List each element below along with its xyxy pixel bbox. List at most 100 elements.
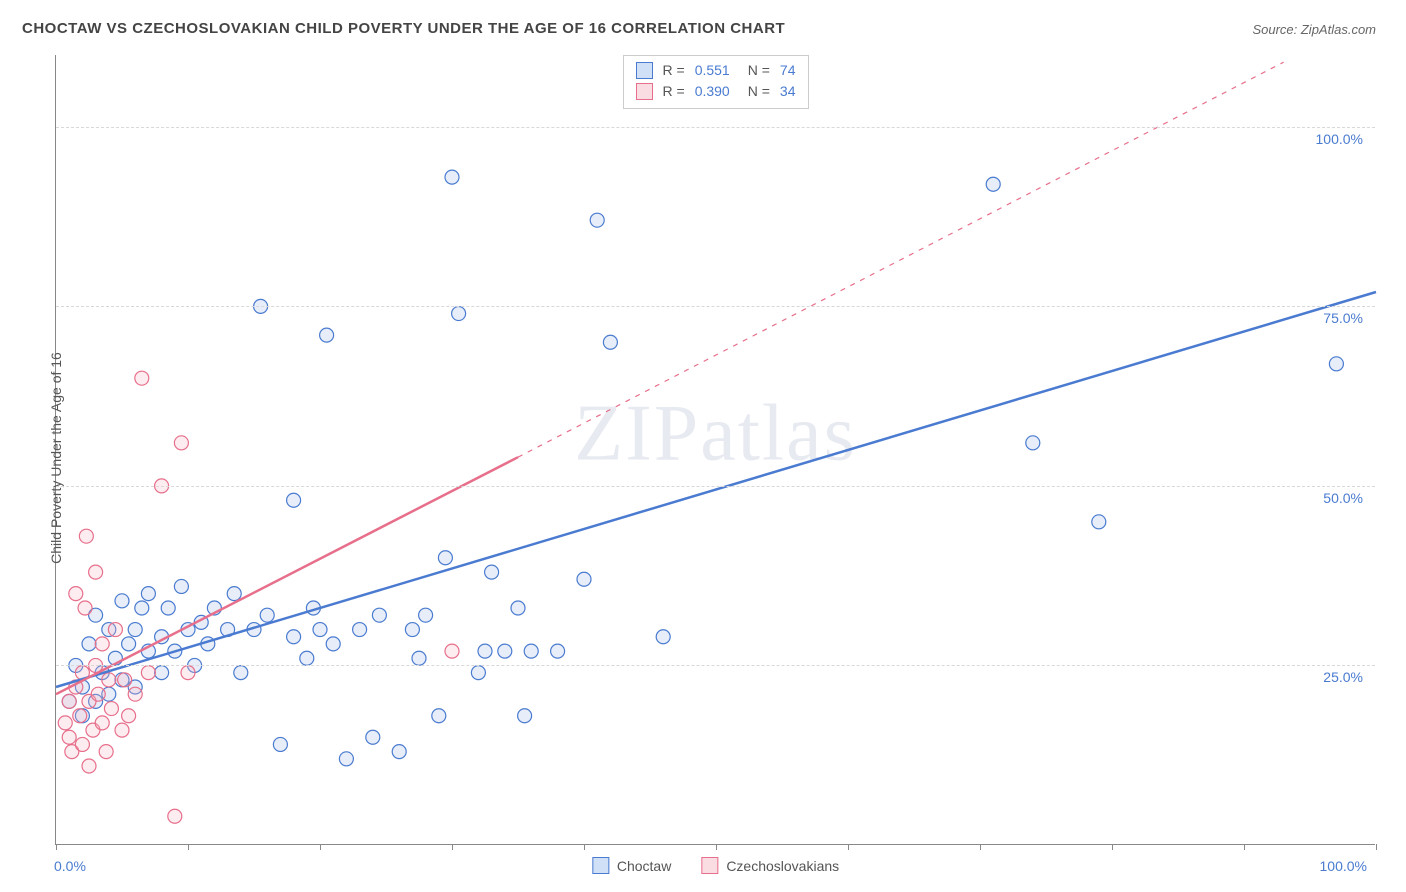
scatter-point xyxy=(122,709,136,723)
scatter-point xyxy=(128,687,142,701)
scatter-point xyxy=(412,651,426,665)
scatter-point xyxy=(392,745,406,759)
x-tick-label-min: 0.0% xyxy=(54,858,86,874)
legend-label: Czechoslovakians xyxy=(726,858,839,874)
scatter-point xyxy=(58,716,72,730)
scatter-point xyxy=(227,587,241,601)
n-value: 74 xyxy=(780,60,796,81)
plot-svg xyxy=(56,55,1375,844)
scatter-point xyxy=(577,572,591,586)
scatter-point xyxy=(115,723,129,737)
scatter-point xyxy=(168,809,182,823)
scatter-point xyxy=(452,307,466,321)
y-tick-label: 100.0% xyxy=(1316,131,1363,147)
grid-line xyxy=(56,306,1375,307)
scatter-point xyxy=(118,673,132,687)
scatter-point xyxy=(161,601,175,615)
scatter-point xyxy=(590,213,604,227)
scatter-point xyxy=(1026,436,1040,450)
x-tick xyxy=(1112,844,1113,850)
scatter-point xyxy=(174,579,188,593)
scatter-point xyxy=(273,737,287,751)
scatter-point xyxy=(300,651,314,665)
legend-item: Czechoslovakians xyxy=(701,857,839,874)
legend-swatch xyxy=(592,857,609,874)
chart-title: CHOCTAW VS CZECHOSLOVAKIAN CHILD POVERTY… xyxy=(22,20,785,37)
x-tick xyxy=(188,844,189,850)
scatter-point xyxy=(339,752,353,766)
x-tick xyxy=(848,844,849,850)
scatter-point xyxy=(115,594,129,608)
x-tick-label-max: 100.0% xyxy=(1320,858,1367,874)
scatter-point xyxy=(405,623,419,637)
scatter-point xyxy=(445,644,459,658)
scatter-point xyxy=(551,644,565,658)
scatter-point xyxy=(91,687,105,701)
y-tick-label: 50.0% xyxy=(1323,490,1363,506)
scatter-point xyxy=(69,587,83,601)
scatter-point xyxy=(320,328,334,342)
scatter-point xyxy=(445,170,459,184)
scatter-point xyxy=(518,709,532,723)
grid-line xyxy=(56,127,1375,128)
stats-row: R = 0.551 N = 74 xyxy=(636,60,796,81)
scatter-point xyxy=(498,644,512,658)
scatter-point xyxy=(99,745,113,759)
scatter-point xyxy=(95,716,109,730)
scatter-point xyxy=(128,623,142,637)
x-tick xyxy=(320,844,321,850)
trend-line-czech-dashed xyxy=(518,62,1284,457)
scatter-point xyxy=(603,335,617,349)
scatter-point xyxy=(478,644,492,658)
scatter-point xyxy=(104,702,118,716)
scatter-point xyxy=(62,730,76,744)
source-attribution: Source: ZipAtlas.com xyxy=(1252,22,1376,37)
scatter-point xyxy=(155,666,169,680)
x-tick xyxy=(452,844,453,850)
grid-line xyxy=(56,486,1375,487)
legend-item: Choctaw xyxy=(592,857,671,874)
scatter-point xyxy=(141,587,155,601)
scatter-point xyxy=(366,730,380,744)
r-label: R = xyxy=(663,60,685,81)
x-tick xyxy=(584,844,585,850)
legend-swatch xyxy=(701,857,718,874)
r-label: R = xyxy=(663,81,685,102)
n-label: N = xyxy=(748,81,770,102)
scatter-point xyxy=(656,630,670,644)
r-value: 0.390 xyxy=(695,81,730,102)
x-tick xyxy=(1376,844,1377,850)
scatter-point xyxy=(432,709,446,723)
scatter-point xyxy=(313,623,327,637)
scatter-point xyxy=(174,436,188,450)
scatter-point xyxy=(135,371,149,385)
scatter-point xyxy=(73,709,87,723)
scatter-point xyxy=(89,565,103,579)
scatter-point xyxy=(62,694,76,708)
legend-swatch xyxy=(636,62,653,79)
scatter-point xyxy=(326,637,340,651)
scatter-point xyxy=(78,601,92,615)
stats-row: R = 0.390 N = 34 xyxy=(636,81,796,102)
scatter-point xyxy=(287,493,301,507)
trend-line-czech-solid xyxy=(56,457,518,694)
scatter-point xyxy=(471,666,485,680)
bottom-legend: Choctaw Czechoslovakians xyxy=(592,857,839,874)
scatter-point xyxy=(181,666,195,680)
grid-line xyxy=(56,665,1375,666)
scatter-point xyxy=(102,673,116,687)
x-tick xyxy=(1244,844,1245,850)
n-label: N = xyxy=(748,60,770,81)
scatter-point xyxy=(260,608,274,622)
n-value: 34 xyxy=(780,81,796,102)
scatter-point xyxy=(108,623,122,637)
scatter-point xyxy=(419,608,433,622)
trend-line-choctaw xyxy=(56,292,1376,687)
scatter-point xyxy=(82,637,96,651)
x-tick xyxy=(980,844,981,850)
y-tick-label: 75.0% xyxy=(1323,310,1363,326)
scatter-point xyxy=(75,737,89,751)
scatter-point xyxy=(122,637,136,651)
legend-label: Choctaw xyxy=(617,858,671,874)
scatter-point xyxy=(372,608,386,622)
